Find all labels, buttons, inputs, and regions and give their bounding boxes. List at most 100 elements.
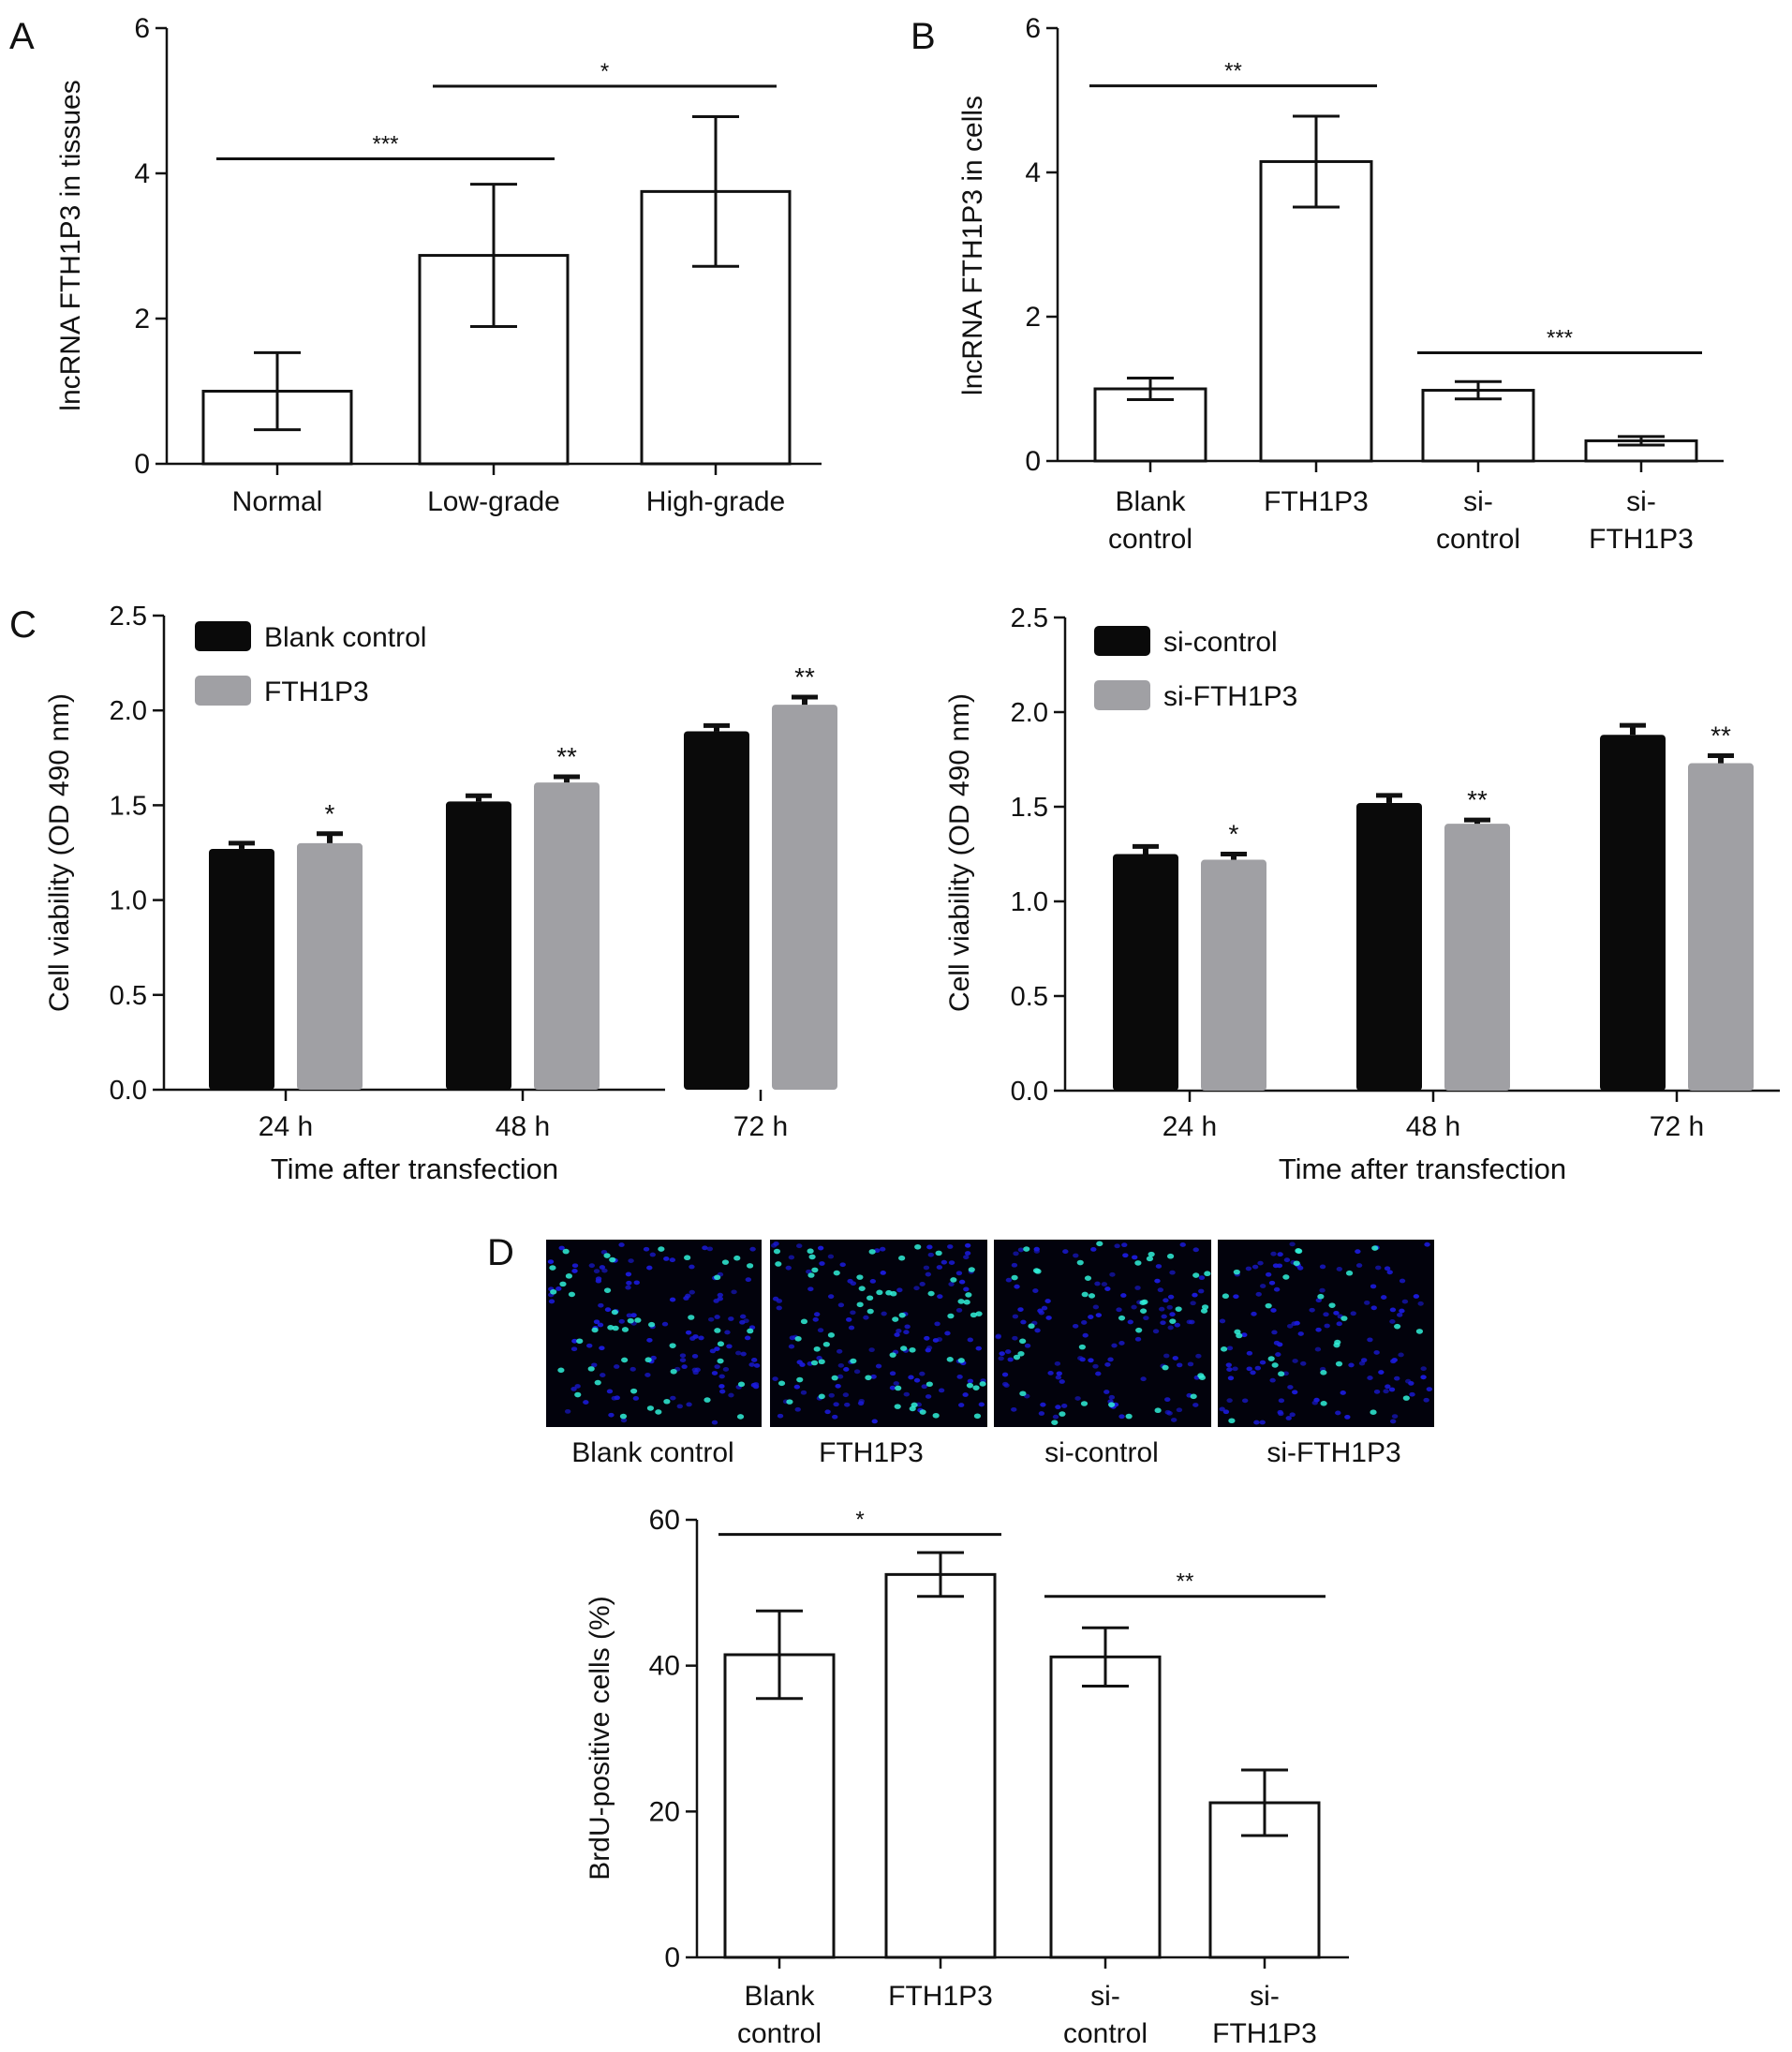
nucleus-dapi bbox=[962, 1392, 969, 1397]
y-tick-label: 6 bbox=[134, 13, 150, 44]
nucleus-dapi bbox=[663, 1256, 670, 1261]
nucleus-dapi bbox=[750, 1358, 758, 1362]
nucleus-dapi bbox=[1120, 1293, 1127, 1298]
nucleus-brdu bbox=[670, 1368, 677, 1375]
nucleus-brdu bbox=[736, 1414, 745, 1420]
nucleus-dapi bbox=[1246, 1350, 1253, 1356]
nucleus-brdu bbox=[733, 1255, 741, 1261]
nucleus-dapi bbox=[1109, 1271, 1116, 1277]
nucleus-dapi bbox=[1323, 1312, 1329, 1317]
nucleus-brdu bbox=[669, 1343, 676, 1348]
nucleus-dapi bbox=[558, 1245, 565, 1251]
panel-label-b: B bbox=[911, 16, 936, 57]
nucleus-brdu bbox=[603, 1253, 611, 1258]
nucleus-brdu bbox=[1028, 1323, 1035, 1330]
panel-label-d: D bbox=[487, 1232, 514, 1273]
significance-label: ** bbox=[1711, 721, 1731, 750]
nucleus-dapi bbox=[570, 1346, 578, 1352]
nucleus-dapi bbox=[714, 1346, 720, 1351]
nucleus-dapi bbox=[1276, 1263, 1283, 1269]
nucleus-dapi bbox=[1381, 1295, 1387, 1300]
nucleus-dapi bbox=[1167, 1325, 1174, 1331]
nucleus-dapi bbox=[1104, 1361, 1111, 1367]
nucleus-brdu bbox=[810, 1360, 819, 1366]
nucleus-dapi bbox=[1082, 1332, 1089, 1338]
y-tick-label: 1.0 bbox=[110, 886, 147, 916]
chart-c-right: 0.0 0.5 1.0 1.5 2.0 2.5 Cell viability (OD 490… bbox=[944, 603, 1780, 1185]
nucleus-brdu bbox=[1233, 1269, 1240, 1275]
nucleus-dapi bbox=[1226, 1346, 1234, 1351]
nucleus-dapi bbox=[1192, 1292, 1198, 1298]
nucleus-dapi bbox=[963, 1286, 970, 1292]
nucleus-dapi bbox=[1319, 1264, 1326, 1270]
nucleus-brdu bbox=[856, 1301, 864, 1308]
nucleus-dapi bbox=[869, 1279, 877, 1284]
nucleus-dapi bbox=[739, 1314, 747, 1319]
nucleus-dapi bbox=[679, 1358, 687, 1362]
nucleus-brdu bbox=[833, 1270, 840, 1276]
y-tick-label: 1.5 bbox=[110, 791, 147, 821]
nucleus-dapi bbox=[629, 1366, 636, 1372]
nucleus-dapi bbox=[1059, 1379, 1065, 1384]
nucleus-brdu bbox=[594, 1379, 601, 1386]
significance-label: ** bbox=[1177, 1569, 1194, 1595]
nucleus-brdu bbox=[800, 1318, 808, 1325]
nucleus-brdu bbox=[811, 1267, 819, 1273]
nucleus-dapi bbox=[598, 1302, 604, 1308]
nucleus-dapi bbox=[1132, 1255, 1138, 1260]
nucleus-brdu bbox=[1078, 1344, 1086, 1350]
nucleus-dapi bbox=[1103, 1390, 1110, 1394]
nucleus-brdu bbox=[1125, 1413, 1133, 1420]
nucleus-dapi bbox=[731, 1289, 737, 1295]
nucleus-dapi bbox=[835, 1383, 841, 1389]
nucleus-dapi bbox=[796, 1243, 803, 1249]
nucleus-brdu bbox=[714, 1274, 721, 1281]
nucleus-brdu bbox=[866, 1308, 874, 1315]
nucleus-dapi bbox=[595, 1276, 602, 1282]
nucleus-brdu bbox=[909, 1346, 916, 1353]
nucleus-brdu bbox=[717, 1341, 725, 1347]
x-tick-label: 72 h bbox=[1650, 1111, 1704, 1142]
nucleus-dapi bbox=[626, 1313, 633, 1318]
nucleus-brdu bbox=[889, 1352, 896, 1358]
nucleus-brdu bbox=[966, 1382, 974, 1389]
nucleus-dapi bbox=[868, 1347, 875, 1353]
nucleus-brdu bbox=[1019, 1390, 1027, 1397]
nucleus-dapi bbox=[800, 1390, 807, 1395]
nucleus-dapi bbox=[1384, 1266, 1391, 1271]
nucleus-dapi bbox=[924, 1335, 930, 1341]
nucleus-brdu bbox=[1198, 1375, 1206, 1380]
nucleus-dapi bbox=[1088, 1358, 1094, 1363]
nucleus-dapi bbox=[1160, 1320, 1166, 1326]
nucleus-dapi bbox=[1275, 1352, 1281, 1357]
nucleus-dapi bbox=[1107, 1357, 1114, 1362]
bar bbox=[1049, 1655, 1162, 1959]
nucleus-brdu bbox=[947, 1313, 955, 1319]
legend-label: si-FTH1P3 bbox=[1163, 681, 1297, 712]
nucleus-dapi bbox=[1254, 1365, 1262, 1371]
nucleus-dapi bbox=[944, 1331, 951, 1336]
nucleus-dapi bbox=[824, 1409, 831, 1415]
bar bbox=[1201, 859, 1266, 1091]
nucleus-brdu bbox=[1154, 1407, 1162, 1414]
nucleus-dapi bbox=[1355, 1263, 1363, 1268]
nucleus-brdu bbox=[1370, 1409, 1377, 1416]
nucleus-brdu bbox=[827, 1332, 836, 1338]
nucleus-brdu bbox=[1081, 1291, 1089, 1298]
y-tick-label: 0 bbox=[664, 1942, 680, 1973]
nucleus-dapi bbox=[633, 1280, 640, 1286]
nucleus-dapi bbox=[978, 1402, 985, 1407]
x-tick-label: 24 h bbox=[1163, 1111, 1217, 1142]
nucleus-dapi bbox=[837, 1362, 845, 1368]
nucleus-brdu bbox=[611, 1309, 618, 1316]
bar bbox=[1688, 763, 1754, 1091]
nucleus-dapi bbox=[850, 1310, 856, 1316]
nucleus-dapi bbox=[1169, 1312, 1176, 1317]
nucleus-dapi bbox=[913, 1377, 921, 1383]
nucleus-brdu bbox=[1118, 1315, 1126, 1321]
x-tick-label: control bbox=[737, 2018, 822, 2049]
nucleus-dapi bbox=[1276, 1342, 1283, 1347]
nucleus-dapi bbox=[702, 1245, 708, 1251]
nucleus-brdu bbox=[1328, 1302, 1336, 1308]
bar bbox=[723, 1653, 836, 1959]
